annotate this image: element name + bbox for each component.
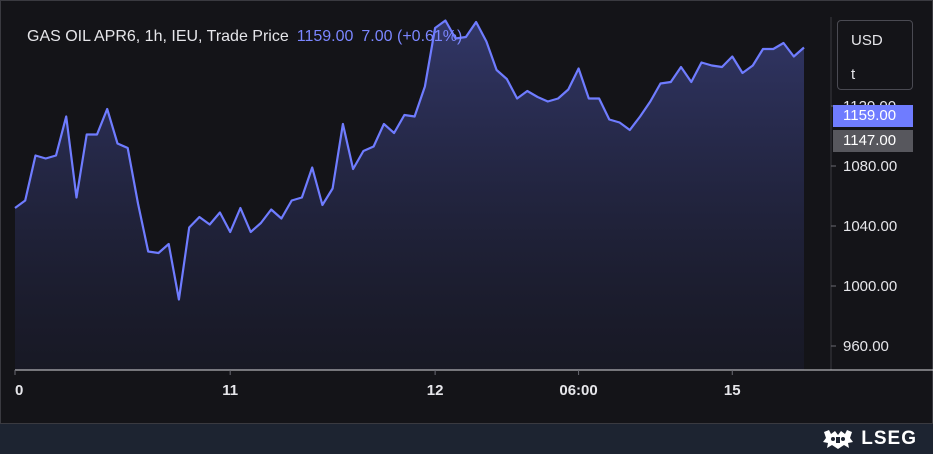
- series-area: [15, 20, 804, 370]
- x-axis-labels: 0 11 12 06:00 15: [14, 370, 741, 399]
- currency-unit-selector[interactable]: USD t: [837, 20, 913, 90]
- lseg-logo: LSEG: [821, 427, 917, 451]
- last-price-tag: 1159.00: [833, 105, 913, 127]
- x-tick-label: 0: [15, 382, 23, 399]
- last-price: 1159.00: [296, 28, 354, 45]
- currency-label: USD: [851, 32, 883, 49]
- y-tick-label: 960.00: [843, 338, 889, 355]
- footer-bar: LSEG: [0, 424, 933, 454]
- x-tick-label: 11: [222, 382, 238, 399]
- price-change: 7.00 (+0.61%): [361, 28, 463, 45]
- previous-close-tag: 1147.00: [833, 130, 913, 152]
- x-tick-label: 15: [724, 382, 741, 399]
- y-tick-label: 1080.00: [843, 158, 897, 175]
- series-line: [14, 19, 805, 301]
- lseg-crest-icon: [823, 430, 854, 449]
- instrument-title: GAS OIL APR6, 1h, IEU, Trade Price: [27, 28, 289, 45]
- y-tick-label: 1000.00: [843, 278, 897, 295]
- x-tick-label: 06:00: [559, 382, 597, 399]
- chart-legend: GAS OIL APR6, 1h, IEU, Trade Price 1159.0…: [27, 28, 462, 46]
- unit-label: t: [851, 66, 856, 83]
- y-tick-label: 1040.00: [843, 218, 897, 235]
- x-tick-label: 12: [427, 382, 444, 399]
- lseg-wordmark: LSEG: [861, 428, 917, 449]
